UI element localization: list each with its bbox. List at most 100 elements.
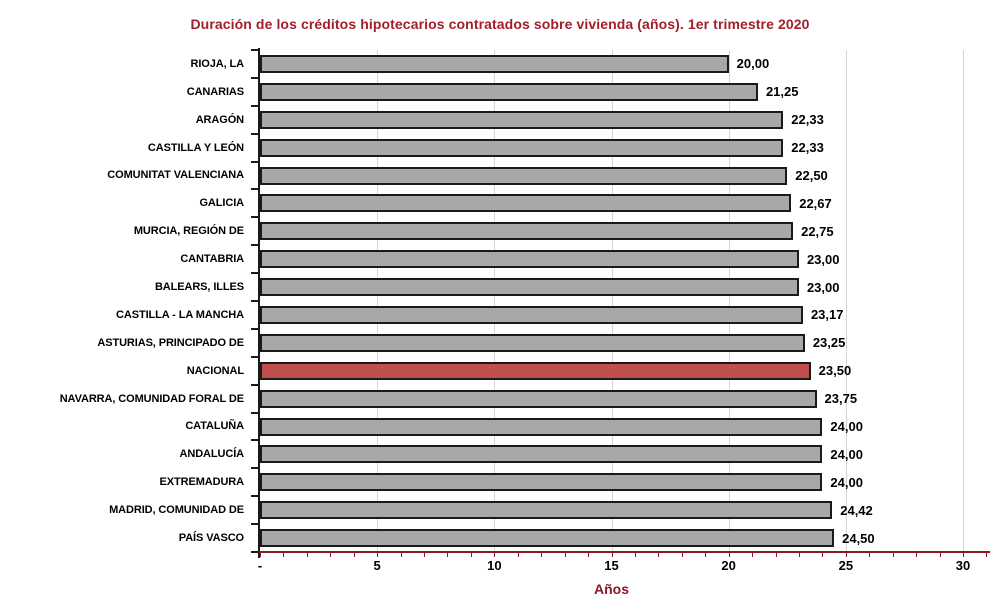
value-label: 20,00 <box>736 56 770 72</box>
x-axis-tick <box>798 553 800 557</box>
bar <box>260 445 823 464</box>
bar <box>260 333 805 352</box>
category-label: MURCIA, REGIÓN DE <box>133 225 244 238</box>
x-axis-label: Años <box>594 581 629 597</box>
x-axis-tick <box>400 553 402 557</box>
x-axis-tick <box>330 553 332 557</box>
x-axis-tick <box>869 553 871 557</box>
category-label: CATALUÑA <box>185 420 244 433</box>
bar-highlight-nacional <box>260 361 811 380</box>
y-axis-tick <box>251 523 258 526</box>
gridline <box>494 50 496 552</box>
value-label: 23,00 <box>806 251 840 267</box>
bar <box>260 166 788 185</box>
bar <box>260 278 799 297</box>
x-axis-tick <box>283 553 285 557</box>
x-axis-tick <box>424 553 426 557</box>
y-axis-tick <box>251 104 258 107</box>
chart-title: Duración de los créditos hipotecarios co… <box>190 16 810 32</box>
y-axis-tick <box>251 272 258 275</box>
bar <box>260 82 758 101</box>
value-label: 22,50 <box>795 167 828 183</box>
category-label: PAÍS VASCO <box>178 532 244 545</box>
x-tick-label: 30 <box>955 558 971 573</box>
gridline <box>963 50 964 552</box>
category-label: CANARIAS <box>186 85 244 98</box>
category-label: GALICIA <box>199 197 244 210</box>
bar <box>260 250 799 269</box>
y-axis-tick <box>251 132 258 135</box>
y-axis-tick <box>251 160 258 163</box>
category-label: NACIONAL <box>186 364 244 377</box>
bar <box>260 110 784 129</box>
x-axis-tick <box>611 553 613 557</box>
x-axis-tick <box>963 553 964 557</box>
x-axis-line <box>259 551 990 553</box>
category-label: ASTURIAS, PRINCIPADO DE <box>97 336 244 349</box>
value-label: 21,25 <box>765 84 799 100</box>
bar <box>260 473 823 492</box>
value-label: 23,17 <box>810 307 844 323</box>
value-label: 24,42 <box>840 502 873 518</box>
value-label: 23,25 <box>812 335 846 351</box>
category-label: CASTILLA - LA MANCHA <box>116 308 244 321</box>
x-axis-tick <box>470 553 472 557</box>
x-axis-tick <box>260 553 261 557</box>
x-axis-tick <box>658 553 660 557</box>
x-tick-label: 5 <box>373 558 381 573</box>
x-axis-tick <box>822 553 824 557</box>
value-label: 24,00 <box>830 474 863 490</box>
value-label: 24,50 <box>842 530 875 546</box>
y-axis-tick <box>251 495 258 498</box>
y-axis-tick <box>251 244 258 247</box>
bar <box>260 417 823 436</box>
bar <box>260 222 794 241</box>
y-axis-tick <box>251 76 258 79</box>
bar <box>260 389 817 408</box>
x-axis-tick <box>752 553 754 557</box>
value-label: 22,67 <box>799 195 832 211</box>
category-label: NAVARRA, COMUNIDAD FORAL DE <box>59 392 244 405</box>
x-tick-label: 25 <box>838 558 854 573</box>
x-tick-label: - <box>257 558 263 573</box>
value-label: 23,75 <box>824 391 858 407</box>
bar <box>260 305 803 324</box>
bar <box>260 529 835 548</box>
y-axis-tick <box>251 327 258 330</box>
x-axis-tick <box>447 553 449 557</box>
value-label: 24,00 <box>830 446 863 462</box>
x-axis-tick <box>986 553 988 557</box>
x-tick-label: 15 <box>604 558 619 573</box>
bar <box>260 501 833 520</box>
y-axis-tick <box>251 300 258 302</box>
gridline <box>845 50 847 552</box>
category-label: EXTREMADURA <box>159 476 245 489</box>
bar <box>260 138 784 157</box>
gridline <box>611 50 613 552</box>
x-axis-tick <box>564 553 566 557</box>
y-axis-line <box>258 48 260 558</box>
category-label: CASTILLA Y LEÓN <box>147 141 244 154</box>
x-axis-tick <box>681 553 683 557</box>
value-label: 22,33 <box>791 140 824 156</box>
x-axis-tick <box>634 553 636 557</box>
y-axis-tick <box>251 411 258 414</box>
x-axis-tick <box>916 553 918 557</box>
x-axis-tick <box>892 553 894 557</box>
x-axis-tick <box>728 553 730 557</box>
x-axis-tick <box>845 553 847 557</box>
value-label: 24,00 <box>830 418 863 434</box>
x-axis-tick <box>705 553 707 557</box>
bar <box>260 194 792 213</box>
y-axis-tick <box>251 551 258 553</box>
y-axis-tick <box>251 355 258 358</box>
x-axis-tick <box>377 553 379 557</box>
x-axis-tick <box>353 553 355 557</box>
x-axis-tick <box>494 553 496 557</box>
gridline <box>377 50 379 552</box>
x-axis-tick <box>517 553 519 557</box>
value-label: 23,50 <box>818 363 852 379</box>
category-label: BALEARS, ILLES <box>154 281 244 294</box>
category-label: CANTABRIA <box>180 253 244 266</box>
